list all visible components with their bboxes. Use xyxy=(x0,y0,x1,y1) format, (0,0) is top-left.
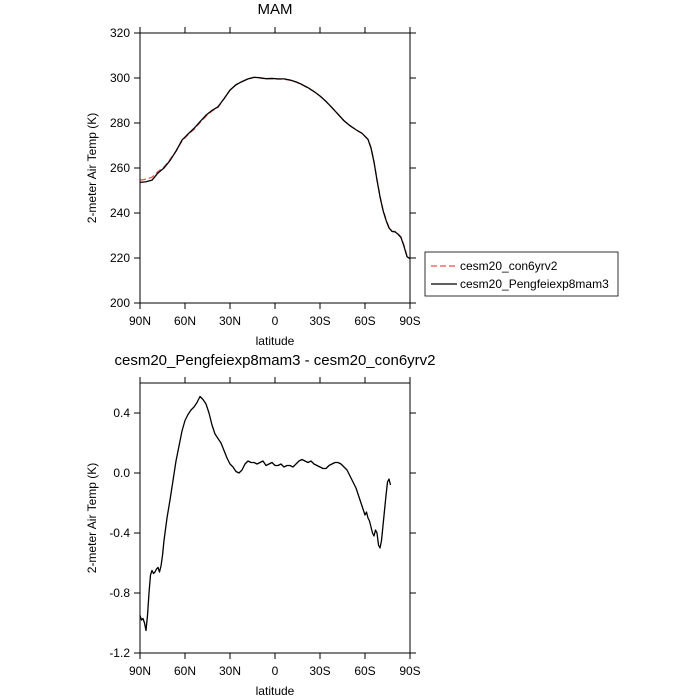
x-tick-label: 30N xyxy=(219,314,241,328)
series-line-cesm20-con6yrv2 xyxy=(139,76,411,260)
legend: cesm20_con6yrv2 cesm20_Pengfeiexp8mam3 xyxy=(424,251,619,297)
y-tick-label: 240 xyxy=(110,206,130,220)
y-tick-label: -0.8 xyxy=(109,586,130,600)
x-tick-label: 60N xyxy=(174,664,196,678)
y-tick-label: 320 xyxy=(110,26,130,40)
legend-frame xyxy=(424,251,619,297)
y-tick-label: 200 xyxy=(110,296,130,310)
y-tick-label: 0.4 xyxy=(113,406,130,420)
x-tick-label: 60S xyxy=(354,664,375,678)
x-tick-label: 30N xyxy=(219,664,241,678)
x-tick-label: 90N xyxy=(129,314,151,328)
y-tick-label: 220 xyxy=(110,251,130,265)
x-tick-label: 0 xyxy=(272,314,279,328)
y-tick-label: 0.0 xyxy=(113,466,130,480)
x-tick-label: 30S xyxy=(309,664,330,678)
x-axis-title: latitude xyxy=(256,334,295,348)
difference-chart: cesm20_Pengfeiexp8mam3 - cesm20_con6yrv2… xyxy=(85,352,436,698)
x-tick-label: 60S xyxy=(354,314,375,328)
plot-frame xyxy=(139,382,411,654)
legend-label-cesm20-pengfeiexp8mam3: cesm20_Pengfeiexp8mam3 xyxy=(460,277,609,291)
x-axis-title: latitude xyxy=(256,684,295,698)
x-tick-label: 30S xyxy=(309,314,330,328)
y-tick-label: -0.4 xyxy=(109,526,130,540)
x-tick-label: 90S xyxy=(399,314,420,328)
legend-label-cesm20-con6yrv2: cesm20_con6yrv2 xyxy=(460,259,558,273)
plot-frame xyxy=(139,32,411,304)
y-axis-title: 2-meter Air Temp (K) xyxy=(85,113,99,223)
temperature-chart: MAM 200 220 240 260 280 300 320 90N 60N 30N 0 30S 6… xyxy=(85,1,421,348)
chart-title: MAM xyxy=(258,1,293,18)
y-axis-title: 2-meter Air Temp (K) xyxy=(85,463,99,573)
series-line-difference xyxy=(139,395,392,632)
y-tick-label: 280 xyxy=(110,116,130,130)
x-tick-label: 60N xyxy=(174,314,196,328)
x-tick-label: 0 xyxy=(272,664,279,678)
y-tick-label: 300 xyxy=(110,71,130,85)
y-tick-label: 260 xyxy=(110,161,130,175)
x-tick-label: 90S xyxy=(399,664,420,678)
y-tick-label: -1.2 xyxy=(109,646,130,660)
series-line-cesm20-pengfeiexp8mam3 xyxy=(139,76,411,260)
chart-title: cesm20_Pengfeiexp8mam3 - cesm20_con6yrv2 xyxy=(115,352,436,369)
x-tick-label: 90N xyxy=(129,664,151,678)
